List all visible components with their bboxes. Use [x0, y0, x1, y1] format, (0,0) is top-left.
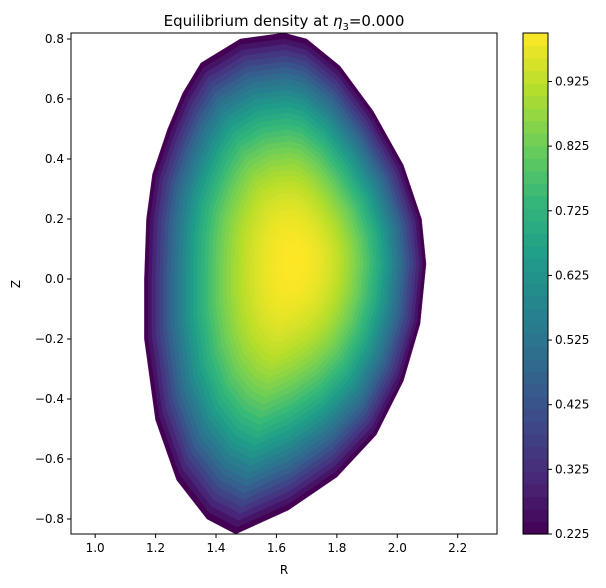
colorbar-ticks: 0.225 0.325 0.425 0.525 0.625 0.725 0.825 0.925	[548, 74, 589, 541]
colorbar	[523, 33, 548, 535]
colorbar-band	[523, 220, 548, 234]
colorbar-tick-label: 0.225	[555, 527, 589, 541]
colorbar-band	[523, 133, 548, 147]
colorbar-tick-label: 0.325	[555, 462, 589, 476]
colorbar-band	[523, 95, 548, 109]
density-contour-bands	[144, 33, 427, 534]
x-tick-label: 2.0	[388, 541, 407, 555]
colorbar-band	[523, 158, 548, 172]
colorbar-tick-label: 0.625	[555, 268, 589, 282]
x-tick-label: 2.2	[448, 541, 467, 555]
colorbar-band	[523, 308, 548, 322]
colorbar-band	[523, 396, 548, 410]
colorbar-tick-label: 0.525	[555, 333, 589, 347]
colorbar-band	[523, 258, 548, 272]
colorbar-band	[523, 458, 548, 472]
y-tick-label: 0.8	[45, 32, 64, 46]
colorbar-tick-label: 0.925	[555, 74, 589, 88]
colorbar-band	[523, 45, 548, 59]
colorbar-band	[523, 33, 548, 47]
colorbar-band	[523, 346, 548, 360]
y-tick-label: 0.0	[45, 272, 64, 286]
colorbar-band	[523, 471, 548, 485]
colorbar-band	[523, 521, 548, 535]
colorbar-band	[523, 358, 548, 372]
colorbar-band	[523, 58, 548, 72]
colorbar-band	[523, 283, 548, 297]
colorbar-band	[523, 245, 548, 260]
y-tick-label: 0.2	[45, 212, 64, 226]
y-tick-label: −0.4	[35, 392, 64, 406]
colorbar-tick-label: 0.425	[555, 398, 589, 412]
colorbar-tick-label: 0.825	[555, 139, 589, 153]
x-tick-label: 1.8	[327, 541, 346, 555]
x-tick-label: 1.0	[86, 541, 105, 555]
colorbar-band	[523, 195, 548, 209]
colorbar-band	[523, 408, 548, 422]
colorbar-band	[523, 108, 548, 122]
contour-band	[290, 255, 299, 269]
colorbar-band	[523, 371, 548, 385]
x-axis-label: R	[280, 563, 288, 577]
x-tick-label: 1.2	[146, 541, 165, 555]
colorbar-band	[523, 421, 548, 435]
colorbar-band	[523, 170, 548, 184]
colorbar-band	[523, 483, 548, 498]
y-tick-label: 0.4	[45, 152, 64, 166]
y-axis-label: Z	[9, 280, 23, 288]
colorbar-band	[523, 333, 548, 347]
x-tick-label: 1.6	[267, 541, 286, 555]
plot-frame	[70, 32, 498, 535]
y-tick-label: 0.6	[45, 92, 64, 106]
colorbar-band	[523, 496, 548, 510]
colorbar-band	[523, 321, 548, 335]
y-tick-label: −0.8	[35, 512, 64, 526]
y-tick-label: −0.6	[35, 452, 64, 466]
x-tick-label: 1.4	[206, 541, 225, 555]
colorbar-band	[523, 383, 548, 397]
colorbar-band	[523, 296, 548, 310]
colorbar-band	[523, 70, 548, 84]
colorbar-tick-label: 0.725	[555, 204, 589, 218]
colorbar-frame	[522, 32, 549, 535]
y-tick-label: −0.2	[35, 332, 64, 346]
colorbar-band	[523, 183, 548, 197]
colorbar-band	[523, 508, 548, 523]
colorbar-band	[523, 270, 548, 285]
colorbar-band	[523, 208, 548, 222]
colorbar-band	[523, 145, 548, 159]
colorbar-band	[523, 83, 548, 97]
chart-title: Equilibrium density at η3=0.000	[164, 12, 405, 33]
colorbar-band	[523, 120, 548, 134]
colorbar-band	[523, 433, 548, 447]
x-axis-ticks: 1.0 1.2 1.4 1.6 1.8 2.0 2.2	[86, 534, 467, 555]
y-axis-ticks: −0.8 −0.6 −0.4 −0.2 0.0 0.2 0.4 0.6 0.8	[35, 32, 71, 526]
colorbar-band	[523, 446, 548, 460]
colorbar-band	[523, 233, 548, 247]
